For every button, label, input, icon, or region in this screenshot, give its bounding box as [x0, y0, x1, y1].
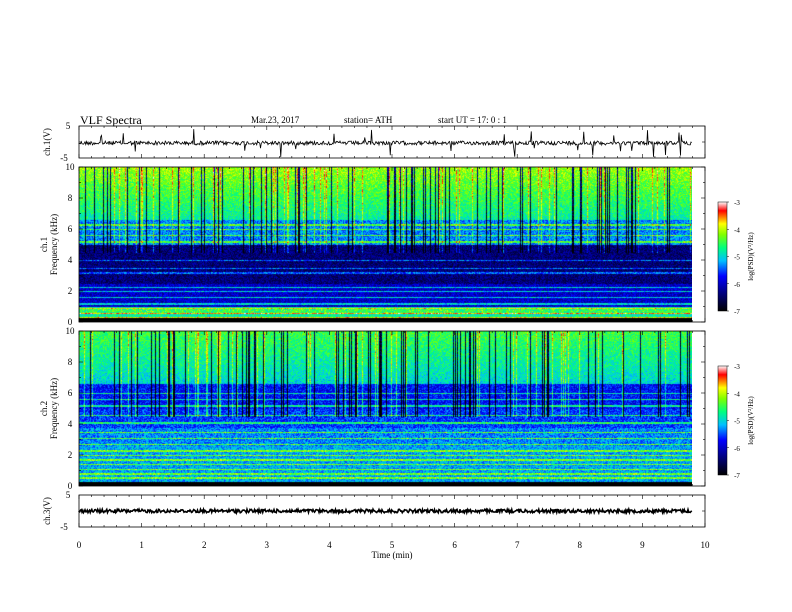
ch2-spec-colorbar [717, 365, 728, 476]
ch1-spec-ytick-0: 0 [68, 317, 73, 327]
x-tick-label-5: 5 [390, 540, 395, 550]
x-tick-label-6: 6 [452, 540, 457, 550]
x-tick-label-9: 9 [640, 540, 645, 550]
ch1-spec-colorbar-tick--5: -5 [734, 254, 740, 262]
ch2-spec-colorbar-tick--6: -6 [734, 445, 740, 453]
ch2-spec-colorbar-tick--7: -7 [734, 472, 740, 480]
x-tick-label-7: 7 [515, 540, 520, 550]
date-label: Mar.23, 2017 [251, 115, 300, 125]
x-tick-label-10: 10 [701, 540, 711, 550]
x-tick-label-1: 1 [139, 540, 144, 550]
figure-title: VLF Spectra [80, 113, 142, 127]
x-tick-label-4: 4 [327, 540, 332, 550]
ch2-spec-ytick-4: 4 [68, 419, 73, 429]
ch1-spec-ytick-8: 8 [68, 193, 73, 203]
ch3-ytick-max: 5 [66, 490, 71, 500]
ch2-spec-colorbar-tick--5: -5 [734, 418, 740, 426]
ch1-spec-ylabel-frequency: Frequency (kHz) [49, 214, 59, 275]
x-tick-label-8: 8 [578, 540, 583, 550]
ch1-spec-colorbar-tick--3: -3 [734, 199, 740, 207]
ch1-ylabel: ch.1(V) [42, 128, 52, 156]
ch2-spec-ylabel-frequency: Frequency (kHz) [49, 378, 59, 439]
ch1-spec-ylabel-channel: ch.1 [39, 237, 49, 252]
x-tick-label-2: 2 [202, 540, 207, 550]
ch2-spec-ytick-2: 2 [68, 450, 73, 460]
ch2-spec-ytick-0: 0 [68, 481, 73, 491]
ch3-ylabel: ch.3(V) [42, 497, 52, 525]
station-label: station= ATH [344, 115, 393, 125]
x-tick-label-0: 0 [77, 540, 82, 550]
ch1-spectrogram-image [79, 167, 692, 322]
ch1-spec-ytick-6: 6 [68, 224, 73, 234]
ch1-spec-colorbar [717, 201, 728, 312]
ch1-spec-colorbar-tick--6: -6 [734, 281, 740, 289]
spectrogram-layer [79, 167, 692, 486]
ch1-spec-ytick-4: 4 [68, 255, 73, 265]
ch1-waveform-trace [78, 129, 692, 158]
ch1-spec-colorbar-tick--7: -7 [734, 308, 740, 316]
ch2-spec-colorbar-tick--4: -4 [734, 390, 740, 398]
ch3-waveform-trace [78, 506, 693, 516]
x-tick-label-3: 3 [265, 540, 270, 550]
ch1-spec-colorbar-tick--4: -4 [734, 226, 740, 234]
ch2-spec-colorbar-label: log(PSD)(V²/Hz) [747, 396, 755, 445]
x-axis-label: Time (min) [372, 550, 413, 560]
ch2-spec-colorbar-tick--3: -3 [734, 363, 740, 371]
waveform-layer [78, 129, 693, 516]
ch2-spec-ylabel-channel: ch.2 [39, 401, 49, 416]
ch2-spec-ytick-8: 8 [68, 357, 73, 367]
axes-layer [78, 125, 729, 528]
ch1-spec-ytick-2: 2 [68, 286, 73, 296]
ch1-ytick-min: -5 [60, 153, 68, 163]
ch1-spec-ytick-10: 10 [66, 162, 76, 172]
ch3-ytick-min: -5 [60, 522, 68, 532]
start-time-label: start UT = 17: 0 : 1 [438, 115, 507, 125]
ch1-ytick-max: 5 [66, 121, 71, 131]
ch1-spec-colorbar-label: log(PSD)(V²/Hz) [747, 232, 755, 281]
ch2-spectrogram-image [79, 331, 692, 486]
ch2-spec-ytick-10: 10 [66, 326, 76, 336]
ch2-spec-ytick-6: 6 [68, 388, 73, 398]
